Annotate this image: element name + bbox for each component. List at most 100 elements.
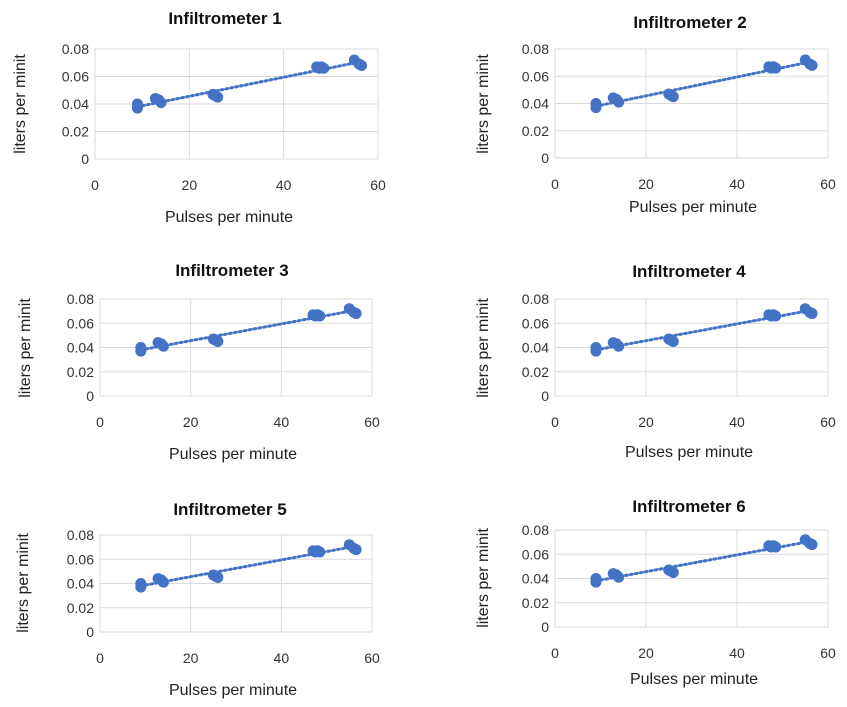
x-tick-label: 40: [729, 645, 745, 661]
x-tick-label: 0: [96, 650, 104, 666]
y-tick-label: 0.06: [62, 69, 89, 85]
data-point: [667, 91, 679, 103]
y-axis-title: liters per minit: [475, 298, 492, 398]
y-tick-label: 0.04: [522, 340, 549, 356]
chart-title: Infiltrometer 4: [632, 262, 746, 281]
x-tick-label: 20: [638, 176, 654, 192]
y-tick-label: 0.02: [522, 595, 549, 611]
y-tick-label: 0.04: [67, 340, 94, 356]
data-point: [350, 544, 362, 556]
y-tick-label: 0.02: [67, 364, 94, 380]
x-tick-label: 40: [729, 176, 745, 192]
x-axis-title: Pulses per minute: [169, 446, 297, 463]
chart-6: Infiltrometer 6 0 0.02 0.04 0.06 0.08 0 20 40 60 P…: [475, 497, 836, 688]
x-tick-label: 20: [183, 414, 199, 430]
data-point: [590, 102, 602, 114]
x-axis-title: Pulses per minute: [629, 199, 757, 216]
x-tick-label: 0: [551, 176, 559, 192]
y-tick-label: 0.08: [62, 41, 89, 57]
y-axis-title: liters per minit: [17, 298, 34, 398]
y-tick-label: 0: [541, 388, 549, 404]
chart-title: Infiltrometer 6: [632, 497, 745, 516]
data-point: [314, 546, 326, 558]
y-axis-title: liters per minit: [475, 528, 492, 628]
data-point: [212, 335, 224, 347]
y-tick-label: 0.06: [522, 68, 549, 84]
data-point: [355, 60, 367, 71]
x-tick-label: 20: [638, 414, 654, 430]
chart-title: Infiltrometer 1: [168, 9, 281, 28]
data-point: [770, 310, 782, 322]
y-tick-label: 0.02: [522, 364, 549, 380]
x-tick-label: 20: [183, 650, 199, 666]
data-point: [157, 340, 169, 352]
x-tick-label: 60: [820, 645, 836, 661]
data-point: [806, 308, 818, 320]
chart-title: Infiltrometer 3: [175, 261, 288, 280]
x-tick-label: 0: [551, 645, 559, 661]
y-tick-label: 0: [541, 150, 549, 166]
y-tick-label: 0.08: [522, 41, 549, 57]
chart-2: Infiltrometer 2 0 0.02 0.04 0.06 0.08 0 20 40 60 P…: [475, 13, 836, 216]
y-axis-title: liters per minit: [12, 54, 29, 154]
x-tick-label: 60: [364, 650, 380, 666]
y-tick-label: 0.06: [67, 551, 94, 567]
x-tick-label: 20: [638, 645, 654, 661]
data-point: [155, 97, 167, 109]
data-point: [613, 96, 625, 108]
y-tick-label: 0.08: [67, 291, 94, 307]
x-axis-title: Pulses per minute: [169, 682, 297, 699]
data-point: [667, 566, 679, 578]
data-point: [350, 308, 362, 320]
x-tick-label: 40: [276, 177, 292, 193]
y-tick-label: 0.06: [67, 315, 94, 331]
chart-5: Infiltrometer 5 0 0.02 0.04 0.06 0.08 0 20 40 60 P…: [15, 500, 380, 699]
data-point: [613, 340, 625, 352]
chart-title: Infiltrometer 2: [633, 13, 746, 32]
data-point: [314, 310, 326, 322]
data-point: [131, 102, 143, 114]
y-axis-title: liters per minit: [15, 533, 32, 633]
y-tick-label: 0: [86, 388, 94, 404]
x-tick-label: 60: [364, 414, 380, 430]
chart-3: Infiltrometer 3 0 0.02 0.04 0.06 0.08 0 20 40 60 P…: [17, 261, 380, 463]
y-tick-label: 0.02: [67, 600, 94, 616]
data-point: [613, 571, 625, 583]
data-point: [806, 59, 818, 71]
y-tick-label: 0: [541, 619, 549, 635]
y-tick-label: 0.04: [522, 571, 549, 587]
y-tick-label: 0: [86, 624, 94, 640]
y-tick-label: 0.08: [522, 522, 549, 538]
y-tick-label: 0.02: [522, 123, 549, 139]
data-point: [590, 345, 602, 357]
x-axis-title: Pulses per minute: [630, 671, 758, 688]
y-tick-label: 0.06: [522, 546, 549, 562]
data-point: [135, 581, 147, 593]
data-point: [135, 345, 147, 357]
x-tick-label: 20: [182, 177, 198, 193]
x-tick-label: 40: [274, 650, 290, 666]
x-axis-title: Pulses per minute: [625, 444, 753, 461]
data-point: [770, 62, 782, 74]
y-axis-title: liters per minit: [475, 54, 492, 154]
data-point: [590, 576, 602, 588]
data-point: [318, 62, 330, 74]
x-tick-label: 40: [274, 414, 290, 430]
y-tick-label: 0.08: [522, 291, 549, 307]
data-point: [667, 335, 679, 347]
data-point: [806, 539, 818, 551]
x-tick-label: 60: [370, 177, 386, 193]
x-tick-label: 0: [551, 414, 559, 430]
x-tick-label: 60: [820, 176, 836, 192]
x-tick-label: 0: [91, 177, 99, 193]
x-tick-label: 40: [729, 414, 745, 430]
y-tick-label: 0.02: [62, 124, 89, 140]
y-tick-label: 0: [81, 151, 89, 167]
data-point: [212, 571, 224, 583]
chart-title: Infiltrometer 5: [173, 500, 286, 519]
y-tick-label: 0.04: [522, 96, 549, 112]
chart-1: Infiltrometer 1 0 0.02 0.04 0.06 0.08 0 20 40 60 P…: [12, 9, 386, 226]
y-tick-label: 0.08: [67, 527, 94, 543]
y-tick-label: 0.04: [67, 576, 94, 592]
